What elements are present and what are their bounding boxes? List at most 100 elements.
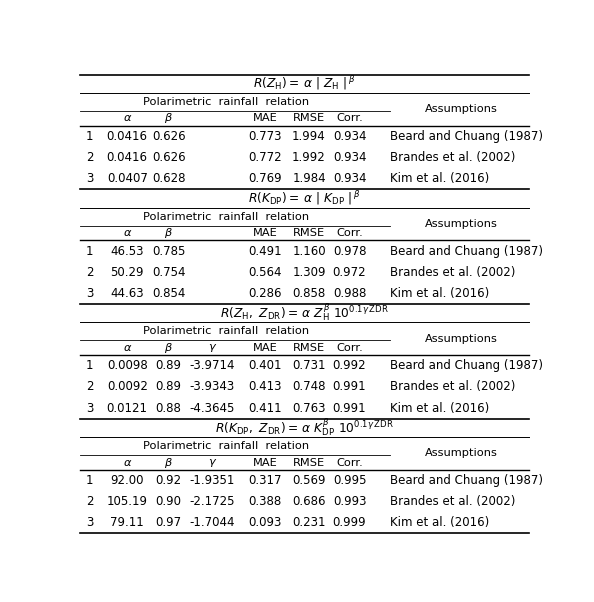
Text: 0.934: 0.934 <box>333 130 366 143</box>
Text: 0.97: 0.97 <box>156 517 182 529</box>
Text: 0.731: 0.731 <box>292 359 326 372</box>
Text: -4.3645: -4.3645 <box>189 402 235 415</box>
Text: 0.626: 0.626 <box>152 151 185 164</box>
Text: Brandes et al. (2002): Brandes et al. (2002) <box>390 495 515 508</box>
Text: $\gamma$: $\gamma$ <box>208 342 217 354</box>
Text: Beard and Chuang (1987): Beard and Chuang (1987) <box>390 244 542 258</box>
Text: 0.991: 0.991 <box>333 402 366 415</box>
Text: 2: 2 <box>86 495 94 508</box>
Text: 0.988: 0.988 <box>333 287 366 300</box>
Text: 0.992: 0.992 <box>333 359 366 372</box>
Text: Beard and Chuang (1987): Beard and Chuang (1987) <box>390 474 542 487</box>
Text: 0.769: 0.769 <box>248 172 282 185</box>
Text: 2: 2 <box>86 380 94 394</box>
Text: Beard and Chuang (1987): Beard and Chuang (1987) <box>390 359 542 372</box>
Text: $\alpha$: $\alpha$ <box>122 113 132 123</box>
Text: 0.317: 0.317 <box>248 474 282 487</box>
Text: MAE: MAE <box>253 458 277 468</box>
Text: -1.9351: -1.9351 <box>189 474 235 487</box>
Text: Corr.: Corr. <box>336 113 363 123</box>
Text: $\beta$: $\beta$ <box>164 226 173 240</box>
Text: $\beta$: $\beta$ <box>164 111 173 125</box>
Text: Assumptions: Assumptions <box>425 448 497 459</box>
Text: 0.413: 0.413 <box>248 380 282 394</box>
Text: 0.854: 0.854 <box>152 287 185 300</box>
Text: $R(K_{\mathrm{DP}})=\,\alpha\ |\ K_{\mathrm{DP}}\ |\,^{\beta}$: $R(K_{\mathrm{DP}})=\,\alpha\ |\ K_{\mat… <box>248 189 361 208</box>
Text: MAE: MAE <box>253 343 277 353</box>
Text: 0.858: 0.858 <box>292 287 326 300</box>
Text: 79.11: 79.11 <box>110 517 144 529</box>
Text: 0.686: 0.686 <box>292 495 326 508</box>
Text: MAE: MAE <box>253 228 277 238</box>
Text: Corr.: Corr. <box>336 228 363 238</box>
Text: MAE: MAE <box>253 113 277 123</box>
Text: Corr.: Corr. <box>336 343 363 353</box>
Text: RMSE: RMSE <box>293 458 325 468</box>
Text: 0.972: 0.972 <box>333 265 366 279</box>
Text: 44.63: 44.63 <box>110 287 144 300</box>
Text: $R(Z_{\mathrm{H}})=\,\alpha\ |\ Z_{\mathrm{H}}\ |\,^{\beta}$: $R(Z_{\mathrm{H}})=\,\alpha\ |\ Z_{\math… <box>253 75 356 93</box>
Text: 1: 1 <box>86 244 94 258</box>
Text: 2: 2 <box>86 151 94 164</box>
Text: Polarimetric  rainfall  relation: Polarimetric rainfall relation <box>143 212 309 222</box>
Text: 0.0407: 0.0407 <box>107 172 148 185</box>
Text: 0.89: 0.89 <box>156 359 182 372</box>
Text: 0.90: 0.90 <box>156 495 182 508</box>
Text: 0.748: 0.748 <box>292 380 326 394</box>
Text: 1: 1 <box>86 130 94 143</box>
Text: 92.00: 92.00 <box>110 474 144 487</box>
Text: $R(Z_{\mathrm{H}},\ Z_{\mathrm{DR}})=\,\alpha\ Z_{\mathrm{H}}^{\beta}\ 10^{0.1\g: $R(Z_{\mathrm{H}},\ Z_{\mathrm{DR}})=\,\… <box>220 302 389 324</box>
Text: $\alpha$: $\alpha$ <box>122 228 132 238</box>
Text: 0.491: 0.491 <box>248 244 282 258</box>
Text: Kim et al. (2016): Kim et al. (2016) <box>390 402 489 415</box>
Text: $\beta$: $\beta$ <box>164 456 173 470</box>
Text: $\gamma$: $\gamma$ <box>208 456 217 468</box>
Text: Assumptions: Assumptions <box>425 219 497 229</box>
Text: 0.569: 0.569 <box>292 474 326 487</box>
Text: 0.0092: 0.0092 <box>107 380 148 394</box>
Text: Corr.: Corr. <box>336 458 363 468</box>
Text: -2.1725: -2.1725 <box>189 495 235 508</box>
Text: Kim et al. (2016): Kim et al. (2016) <box>390 517 489 529</box>
Text: RMSE: RMSE <box>293 113 325 123</box>
Text: 0.286: 0.286 <box>248 287 282 300</box>
Text: 0.564: 0.564 <box>248 265 282 279</box>
Text: 1: 1 <box>86 359 94 372</box>
Text: $\alpha$: $\alpha$ <box>122 343 132 353</box>
Text: 3: 3 <box>86 402 94 415</box>
Text: 1: 1 <box>86 474 94 487</box>
Text: 3: 3 <box>86 287 94 300</box>
Text: 0.772: 0.772 <box>248 151 282 164</box>
Text: 0.0416: 0.0416 <box>107 151 148 164</box>
Text: $\alpha$: $\alpha$ <box>122 458 132 468</box>
Text: 0.934: 0.934 <box>333 172 366 185</box>
Text: 0.785: 0.785 <box>152 244 185 258</box>
Text: 3: 3 <box>86 517 94 529</box>
Text: Polarimetric  rainfall  relation: Polarimetric rainfall relation <box>143 441 309 451</box>
Text: 0.626: 0.626 <box>152 130 185 143</box>
Text: 0.628: 0.628 <box>152 172 185 185</box>
Text: 0.89: 0.89 <box>156 380 182 394</box>
Text: 46.53: 46.53 <box>110 244 144 258</box>
Text: -1.7044: -1.7044 <box>189 517 235 529</box>
Text: 0.763: 0.763 <box>292 402 326 415</box>
Text: $R(K_{\mathrm{DP}},\ Z_{\mathrm{DR}})=\,\alpha\ K_{\mathrm{DP}}^{\beta}\ 10^{0.1: $R(K_{\mathrm{DP}},\ Z_{\mathrm{DR}})=\,… <box>215 417 394 439</box>
Text: 1.160: 1.160 <box>292 244 326 258</box>
Text: Kim et al. (2016): Kim et al. (2016) <box>390 287 489 300</box>
Text: Brandes et al. (2002): Brandes et al. (2002) <box>390 265 515 279</box>
Text: 0.093: 0.093 <box>249 517 282 529</box>
Text: -3.9343: -3.9343 <box>189 380 235 394</box>
Text: Assumptions: Assumptions <box>425 334 497 344</box>
Text: 0.991: 0.991 <box>333 380 366 394</box>
Text: 0.754: 0.754 <box>152 265 185 279</box>
Text: 1.309: 1.309 <box>292 265 326 279</box>
Text: Assumptions: Assumptions <box>425 104 497 114</box>
Text: 0.993: 0.993 <box>333 495 366 508</box>
Text: 0.411: 0.411 <box>248 402 282 415</box>
Text: 0.995: 0.995 <box>333 474 366 487</box>
Text: RMSE: RMSE <box>293 228 325 238</box>
Text: $\beta$: $\beta$ <box>164 341 173 355</box>
Text: 0.231: 0.231 <box>292 517 326 529</box>
Text: Beard and Chuang (1987): Beard and Chuang (1987) <box>390 130 542 143</box>
Text: 0.0416: 0.0416 <box>107 130 148 143</box>
